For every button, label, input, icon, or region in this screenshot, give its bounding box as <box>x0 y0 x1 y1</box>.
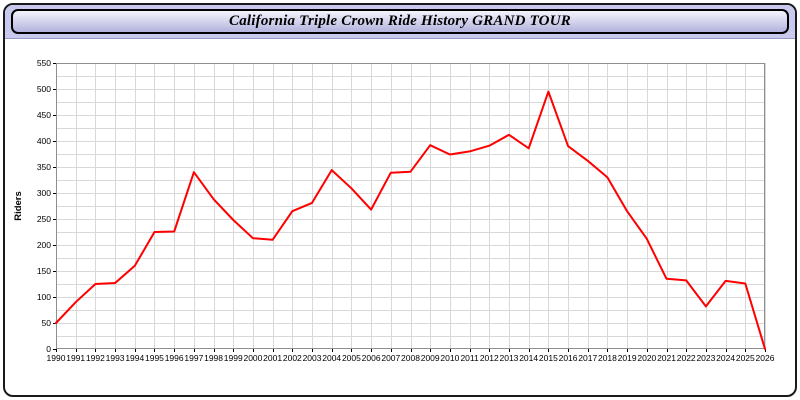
svg-text:2006: 2006 <box>362 353 381 363</box>
svg-text:1994: 1994 <box>125 353 144 363</box>
svg-text:2021: 2021 <box>657 353 676 363</box>
y-axis-labels: 0 50 100 150 200 250 300 350 400 450 500 550 <box>37 58 51 354</box>
svg-text:450: 450 <box>37 110 51 120</box>
svg-text:1998: 1998 <box>204 353 223 363</box>
svg-text:2004: 2004 <box>322 353 341 363</box>
svg-text:50: 50 <box>42 318 52 328</box>
axis-ticks <box>53 63 766 352</box>
svg-text:2000: 2000 <box>243 353 262 363</box>
svg-text:2015: 2015 <box>539 353 558 363</box>
svg-text:0: 0 <box>46 344 51 354</box>
svg-text:2007: 2007 <box>381 353 400 363</box>
svg-text:2005: 2005 <box>342 353 361 363</box>
svg-text:2020: 2020 <box>637 353 656 363</box>
svg-text:2023: 2023 <box>696 353 715 363</box>
plot-border <box>56 63 765 349</box>
svg-text:400: 400 <box>37 136 51 146</box>
svg-text:2014: 2014 <box>519 353 538 363</box>
svg-text:2019: 2019 <box>618 353 637 363</box>
page-title: California Triple Crown Ride History GRA… <box>229 13 571 29</box>
svg-text:2003: 2003 <box>303 353 322 363</box>
svg-text:1993: 1993 <box>106 353 125 363</box>
svg-text:350: 350 <box>37 162 51 172</box>
title-strip: California Triple Crown Ride History GRA… <box>5 5 795 39</box>
svg-text:1991: 1991 <box>66 353 85 363</box>
svg-text:550: 550 <box>37 58 51 68</box>
svg-text:1992: 1992 <box>86 353 105 363</box>
data-series-line <box>55 90 766 350</box>
svg-text:2018: 2018 <box>598 353 617 363</box>
svg-text:2010: 2010 <box>440 353 459 363</box>
svg-text:500: 500 <box>37 84 51 94</box>
svg-text:2016: 2016 <box>559 353 578 363</box>
svg-text:1999: 1999 <box>224 353 243 363</box>
chart-panel: 0 50 100 150 200 250 300 350 400 450 500 550 1990 199… <box>5 39 795 392</box>
svg-text:1995: 1995 <box>145 353 164 363</box>
svg-text:1990: 1990 <box>47 353 66 363</box>
title-bar: California Triple Crown Ride History GRA… <box>11 9 789 34</box>
svg-text:2001: 2001 <box>263 353 282 363</box>
svg-text:2011: 2011 <box>460 353 479 363</box>
svg-text:1997: 1997 <box>184 353 203 363</box>
svg-text:2026: 2026 <box>756 353 775 363</box>
svg-text:250: 250 <box>37 214 51 224</box>
svg-text:2025: 2025 <box>736 353 755 363</box>
svg-text:2024: 2024 <box>716 353 735 363</box>
y-axis-title: Riders <box>13 191 24 221</box>
svg-text:100: 100 <box>37 292 51 302</box>
svg-text:2009: 2009 <box>421 353 440 363</box>
svg-text:2013: 2013 <box>500 353 519 363</box>
svg-text:2017: 2017 <box>578 353 597 363</box>
svg-text:2012: 2012 <box>480 353 499 363</box>
grid-lines <box>56 63 766 349</box>
x-axis-labels: 1990 1991 1992 1993 1994 1995 1996 1997 1998 1999… <box>47 353 775 363</box>
svg-text:2008: 2008 <box>401 353 420 363</box>
svg-text:1996: 1996 <box>165 353 184 363</box>
svg-text:2022: 2022 <box>677 353 696 363</box>
svg-text:200: 200 <box>37 240 51 250</box>
svg-text:300: 300 <box>37 188 51 198</box>
svg-text:150: 150 <box>37 266 51 276</box>
svg-text:2002: 2002 <box>283 353 302 363</box>
window-frame: California Triple Crown Ride History GRA… <box>3 3 797 397</box>
